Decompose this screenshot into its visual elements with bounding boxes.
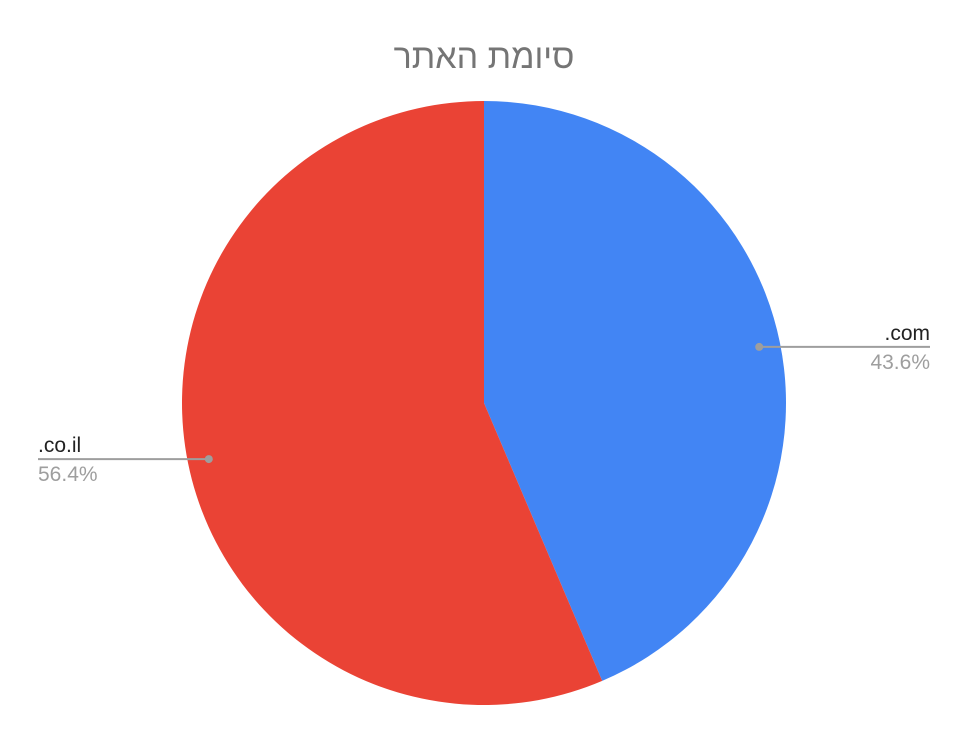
pie-slice-0 [484,101,786,681]
chart-title: סיומת האתר [394,38,575,76]
slice-label-0: .com [884,322,930,345]
slice-percent-0: 43.6% [870,351,930,374]
slice-percent-1: 56.4% [38,463,98,486]
slice-labels: .com 43.6% .co.il 56.4% [38,322,930,486]
pie-slices [181,101,786,705]
slice-label-1: .co.il [38,434,81,457]
pie-slice-1 [181,101,603,705]
